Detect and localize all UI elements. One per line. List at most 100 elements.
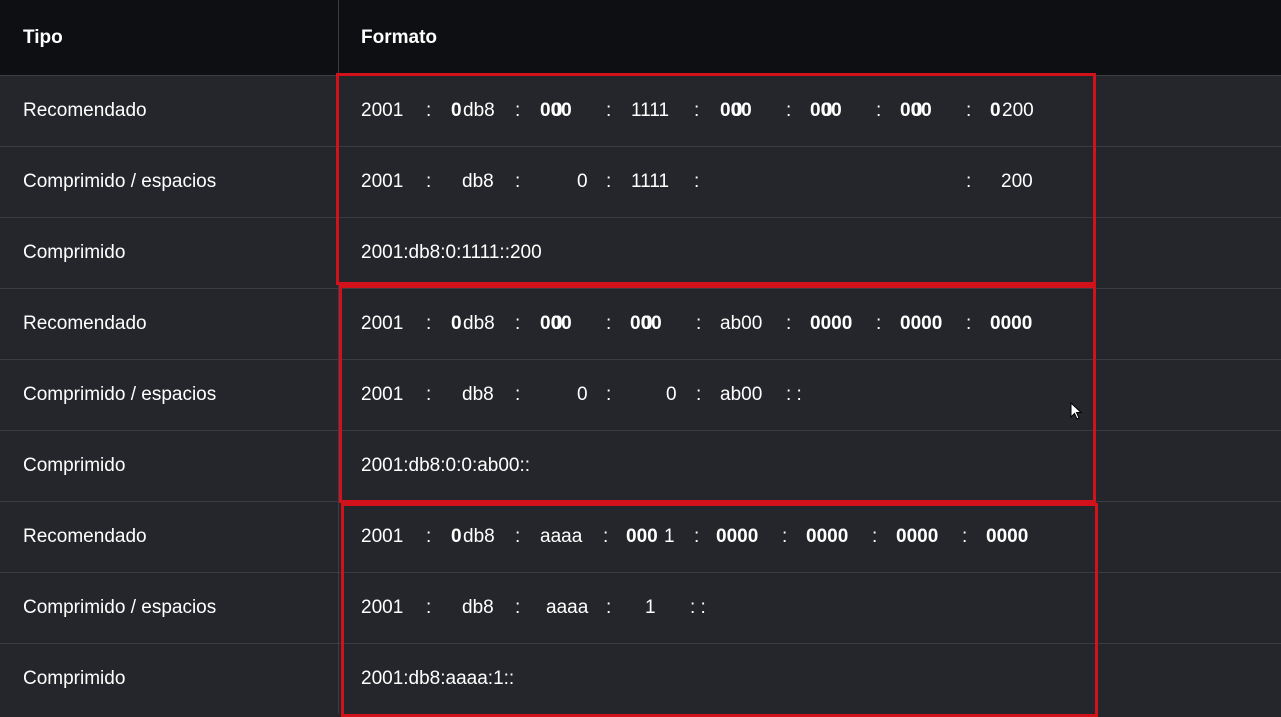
format-separator: : <box>694 526 700 547</box>
format-segment: 0000 <box>900 313 943 334</box>
format-separator: : <box>515 171 521 192</box>
table-row: Comprimido 2001:db8:aaaa:1:: <box>0 643 1281 714</box>
format-segment: 000 <box>540 100 572 121</box>
column-divider <box>338 76 339 146</box>
format-separator: : <box>876 313 882 334</box>
format-separator: : <box>606 171 612 192</box>
format-segment: 0000 <box>810 313 853 334</box>
format-separator: : : <box>786 384 802 405</box>
format-segment: 1111 <box>631 100 670 121</box>
format-segment: 0 <box>642 313 653 334</box>
cell-tipo: Comprimido <box>0 218 339 288</box>
format-segment: db8 <box>463 313 495 334</box>
format-segment: db8 <box>463 100 495 121</box>
format-segment: 000 <box>810 100 842 121</box>
format-segment: 2001 <box>361 597 404 618</box>
format-segment: 000 <box>626 526 658 547</box>
cell-formato: 2001:db8:0:1111::200 <box>361 242 542 263</box>
format-segment: 000 <box>900 100 932 121</box>
format-segment: 0000 <box>986 526 1029 547</box>
mouse-pointer-icon <box>1070 402 1082 420</box>
column-divider <box>338 431 339 501</box>
format-segment: 000 <box>540 313 572 334</box>
cell-tipo: Comprimido <box>0 431 339 501</box>
format-segment: db8 <box>463 526 495 547</box>
cell-tipo: Recomendado <box>0 289 339 359</box>
format-segment: 0 <box>822 100 833 121</box>
table-row: Comprimido 2001:db8:0:1111::200 <box>0 217 1281 288</box>
column-divider <box>338 147 339 217</box>
format-segment: 0 <box>552 313 563 334</box>
format-segment: 2001 <box>361 100 404 121</box>
format-segment: aaaa <box>540 526 583 547</box>
format-segment: 2001 <box>361 526 404 547</box>
format-separator: : <box>515 313 521 334</box>
format-separator: : <box>786 100 792 121</box>
format-segment: 1 <box>645 597 656 618</box>
table-row: Comprimido / espacios 2001: db8: aaaa: 1: : <box>0 572 1281 643</box>
cell-formato: 2001:db8:0:0:ab00:: <box>361 455 531 476</box>
format-segment: 0000 <box>806 526 849 547</box>
format-segment: 000 <box>630 313 662 334</box>
format-segment: 2001 <box>361 171 404 192</box>
cell-tipo: Comprimido <box>0 644 339 714</box>
format-separator: : <box>426 100 432 121</box>
format-separator: : <box>426 384 432 405</box>
format-separator: : <box>515 384 521 405</box>
format-separator: : <box>966 171 972 192</box>
format-segment: db8 <box>462 597 494 618</box>
format-separator: : <box>426 171 432 192</box>
format-segment: 0 <box>990 100 1001 121</box>
format-segment: 0 <box>666 384 677 405</box>
format-separator: : <box>782 526 788 547</box>
format-separator: : <box>515 526 521 547</box>
format-segment: aaaa <box>546 597 589 618</box>
format-segment: ab00 <box>720 313 763 334</box>
format-separator: : <box>606 384 612 405</box>
cell-tipo: Comprimido / espacios <box>0 360 339 430</box>
format-separator: : <box>606 100 612 121</box>
format-segment: 2001 <box>361 384 404 405</box>
cell-tipo: Comprimido / espacios <box>0 573 339 643</box>
format-segment: 200 <box>1002 100 1034 121</box>
format-segment: 0 <box>451 100 462 121</box>
format-separator: : <box>426 526 432 547</box>
format-segment: 1111 <box>631 171 670 192</box>
format-segment: 200 <box>1001 171 1033 192</box>
table-row: Recomendado 2001:0 db8:000 0:1111:000 0:000 0… <box>0 75 1281 146</box>
column-divider <box>338 218 339 288</box>
column-divider <box>338 573 339 643</box>
format-separator: : <box>966 100 972 121</box>
format-separator: : <box>426 313 432 334</box>
column-divider <box>338 502 339 572</box>
format-separator: : <box>426 597 432 618</box>
format-segment: 0 <box>732 100 743 121</box>
table-row: Recomendado 2001:0 db8: aaaa:000 1:0000:0000… <box>0 501 1281 572</box>
format-segment: db8 <box>462 171 494 192</box>
format-separator: : <box>962 526 968 547</box>
header-tipo: Tipo <box>0 0 339 75</box>
format-separator: : <box>603 526 609 547</box>
format-segment: 0 <box>552 100 563 121</box>
format-segment: ab00 <box>720 384 763 405</box>
format-segment: 0 <box>451 526 462 547</box>
cell-tipo: Comprimido / espacios <box>0 147 339 217</box>
format-segment: 0000 <box>896 526 939 547</box>
table-row: Comprimido / espacios 2001: db8:0:1111::20… <box>0 146 1281 217</box>
column-divider <box>338 289 339 359</box>
format-separator: : <box>515 100 521 121</box>
format-separator: : <box>786 313 792 334</box>
table-row: Recomendado 2001:0 db8:000 0:000 0: ab00:0000… <box>0 288 1281 359</box>
format-segment: db8 <box>462 384 494 405</box>
format-segment: 1 <box>664 526 675 547</box>
format-separator: : <box>872 526 878 547</box>
format-segment: 2001 <box>361 313 404 334</box>
table-row: Comprimido 2001:db8:0:0:ab00:: <box>0 430 1281 501</box>
table-header: Tipo Formato <box>0 0 1281 75</box>
format-segment: 0000 <box>716 526 759 547</box>
format-segment: 0 <box>577 171 588 192</box>
format-separator: : <box>606 313 612 334</box>
format-segment: 0 <box>577 384 588 405</box>
format-separator: : <box>694 100 700 121</box>
